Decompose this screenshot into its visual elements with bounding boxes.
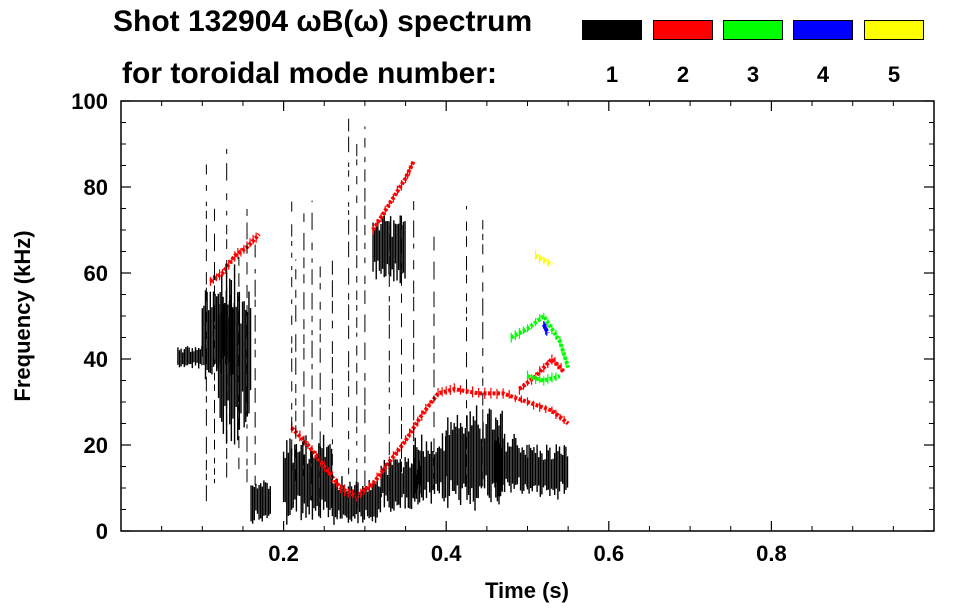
- chart-title: Shot 132904 ωB(ω) spectrum: [113, 5, 533, 38]
- legend-label-mode-5: 5: [887, 62, 901, 87]
- legend-label-mode-3: 3: [746, 62, 760, 87]
- mode-4-curve-0: [541, 321, 550, 336]
- y-tick-label: 60: [84, 261, 108, 286]
- legend-label-mode-4: 4: [816, 62, 830, 87]
- mode-3-curve-0: [510, 312, 571, 369]
- y-tick-label: 40: [84, 347, 108, 372]
- y-tick-label: 20: [84, 433, 108, 458]
- x-tick-label: 0.2: [268, 541, 299, 566]
- legend-label-mode-2: 2: [676, 62, 690, 87]
- mode-1-blob-11: [526, 444, 569, 500]
- legend-title: for toroidal mode number:: [122, 57, 497, 90]
- mode-3-curve-1: [526, 370, 561, 386]
- broadband-streaks: [205, 118, 484, 508]
- mode-1-blob-9: [445, 405, 503, 511]
- x-tick-label: 0.8: [756, 541, 787, 566]
- mode-1-blob-2: [217, 264, 252, 445]
- mode-1-blob-6: [372, 215, 406, 284]
- mode-2-curve-2: [371, 160, 416, 236]
- mode-1-blob-8: [412, 433, 447, 504]
- y-tick-label: 80: [84, 175, 108, 200]
- mode-1-blob-0: [177, 345, 203, 369]
- legend-swatch-mode-5: [864, 20, 924, 40]
- data-layer: [177, 118, 571, 525]
- legend-swatch-mode-1: [582, 20, 642, 40]
- tick-labels: 0.2 0.4 0.6 0.8 0 20 40 60 80 100: [71, 89, 786, 566]
- y-tick-label: 100: [71, 89, 108, 114]
- x-tick-label: 0.4: [431, 541, 462, 566]
- legend-swatch-mode-3: [723, 20, 783, 40]
- mode-2-curve-3: [518, 354, 566, 395]
- x-axis-label: Time (s): [485, 578, 569, 603]
- mode-1-blob-3: [250, 480, 271, 524]
- legend-label-mode-1: 1: [605, 62, 619, 87]
- mode-5-curve-0: [534, 249, 553, 268]
- legend-swatch-mode-2: [653, 20, 713, 40]
- legend-swatch-mode-4: [793, 20, 853, 40]
- ticks: [121, 100, 934, 532]
- y-tick-label: 0: [96, 519, 108, 544]
- x-tick-label: 0.6: [594, 541, 625, 566]
- y-axis-label: Frequency (kHz): [10, 230, 35, 401]
- mode-1-blob-10: [494, 433, 528, 497]
